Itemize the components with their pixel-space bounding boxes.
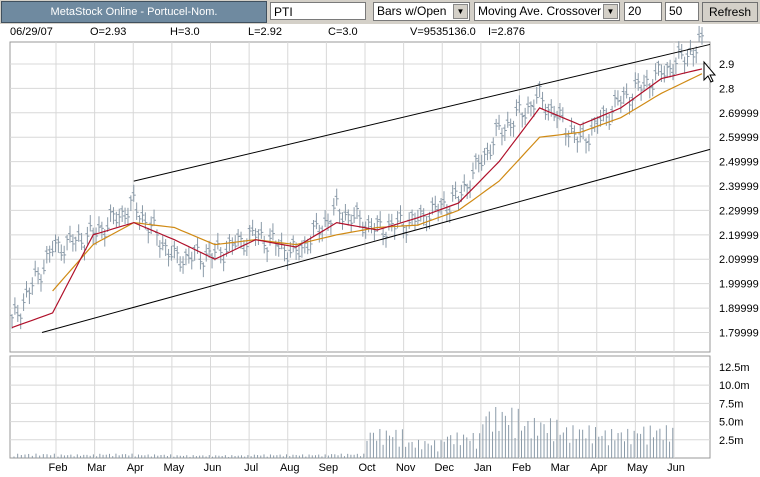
chart-style-value: Bars w/Open: [377, 4, 447, 18]
x-tick-label: May: [627, 462, 648, 474]
chart-title: MetaStock Online - Portucel-Nom.: [1, 1, 267, 23]
y-tick-label: 2.69999: [719, 108, 759, 120]
y-tick-label: 2.59999: [719, 132, 759, 144]
quote-high: H=3.0: [170, 26, 200, 38]
quote-indicator: I=2.876: [488, 26, 526, 38]
x-tick-label: Feb: [512, 462, 531, 474]
slow-period-input[interactable]: 50: [665, 2, 699, 21]
volume-tick-label: 12.5m: [719, 362, 750, 374]
x-tick-label: Nov: [396, 462, 416, 474]
x-tick-label: Sep: [319, 462, 339, 474]
quote-date: 06/29/07: [10, 26, 53, 38]
x-tick-label: Feb: [49, 462, 68, 474]
y-tick-label: 2.8: [719, 83, 734, 95]
y-tick-label: 1.89999: [719, 303, 759, 315]
quote-close: C=3.0: [328, 26, 358, 38]
x-tick-label: Dec: [434, 462, 454, 474]
price-panel: [9, 41, 711, 353]
toolbar: MetaStock Online - Portucel-Nom. PTI Bar…: [0, 0, 760, 24]
y-tick-label: 2.39999: [719, 181, 759, 193]
moving-average-slow-line: [52, 73, 703, 292]
x-tick-label: Jun: [204, 462, 222, 474]
volume-tick-label: 2.5m: [719, 435, 743, 447]
x-tick-label: Jun: [667, 462, 685, 474]
volume-panel: [9, 355, 711, 459]
volume-tick-label: 10.0m: [719, 380, 750, 392]
y-tick-label: 2.19999: [719, 230, 759, 242]
x-tick-label: Aug: [280, 462, 300, 474]
chevron-down-icon[interactable]: ▼: [603, 4, 618, 19]
indicator-select[interactable]: Moving Ave. Crossover ▼: [474, 2, 620, 21]
volume-tick-label: 5.0m: [719, 417, 743, 429]
quote-open: O=2.93: [90, 26, 127, 38]
volume-tick-label: 7.5m: [719, 398, 743, 410]
x-tick-label: Oct: [358, 462, 375, 474]
y-tick-label: 2.9: [719, 59, 734, 71]
chevron-down-icon[interactable]: ▼: [453, 4, 468, 19]
x-tick-label: Mar: [87, 462, 106, 474]
refresh-button[interactable]: Refresh: [702, 2, 758, 22]
y-tick-label: 2.09999: [719, 254, 759, 266]
y-tick-label: 1.99999: [719, 279, 759, 291]
symbol-input[interactable]: PTI: [270, 2, 366, 20]
indicator-value: Moving Ave. Crossover: [478, 4, 602, 18]
quote-volume: V=9535136.0: [410, 26, 476, 38]
x-tick-label: Apr: [590, 462, 607, 474]
x-tick-label: Mar: [551, 462, 570, 474]
moving-average-fast-line: [11, 68, 703, 329]
upper-trend-line: [133, 43, 711, 182]
y-tick-label: 1.79999: [719, 327, 759, 339]
x-tick-label: May: [163, 462, 184, 474]
cursor-icon: [703, 60, 717, 83]
x-tick-label: Apr: [127, 462, 144, 474]
y-tick-label: 2.29999: [719, 205, 759, 217]
fast-period-input[interactable]: 20: [624, 2, 662, 21]
x-tick-label: Jul: [244, 462, 258, 474]
y-tick-label: 2.49999: [719, 157, 759, 169]
quote-low: L=2.92: [248, 26, 282, 38]
chart-style-select[interactable]: Bars w/Open ▼: [373, 2, 470, 21]
lower-trend-line: [41, 148, 711, 333]
x-tick-label: Jan: [474, 462, 492, 474]
